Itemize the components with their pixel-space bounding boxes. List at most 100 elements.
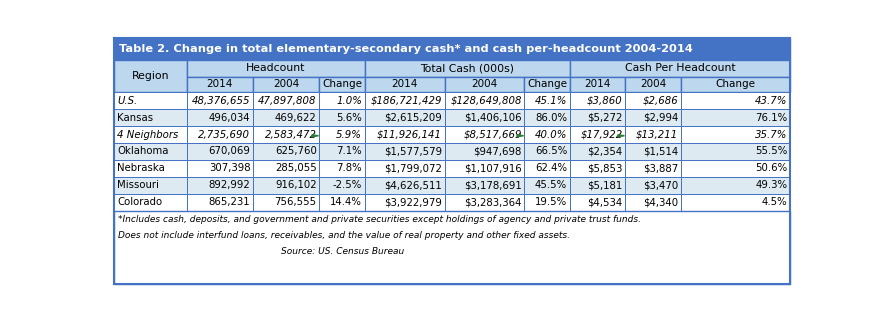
Text: Cash Per Headcount: Cash Per Headcount — [624, 63, 736, 73]
Bar — [253, 92, 319, 109]
Text: $1,514: $1,514 — [643, 146, 678, 157]
Bar — [445, 92, 525, 109]
Bar — [681, 77, 790, 92]
Bar — [681, 109, 790, 126]
Text: 2004: 2004 — [471, 79, 497, 90]
Text: 40.0%: 40.0% — [534, 130, 567, 139]
Text: $3,887: $3,887 — [643, 163, 678, 174]
Text: Table 2. Change in total elementary-secondary cash* and cash per-headcount 2004-: Table 2. Change in total elementary-seco… — [119, 44, 693, 54]
Text: 285,055: 285,055 — [275, 163, 317, 174]
Bar — [570, 77, 625, 92]
Bar — [445, 126, 525, 143]
Text: 35.7%: 35.7% — [755, 130, 788, 139]
Text: 496,034: 496,034 — [209, 113, 250, 122]
Text: $2,615,209: $2,615,209 — [384, 113, 442, 122]
Text: 307,398: 307,398 — [209, 163, 250, 174]
Bar — [365, 160, 445, 177]
Text: 7.1%: 7.1% — [336, 146, 362, 157]
Text: *Includes cash, deposits, and government and private securities except holdings : *Includes cash, deposits, and government… — [118, 215, 641, 224]
Text: 50.6%: 50.6% — [756, 163, 788, 174]
Text: 86.0%: 86.0% — [535, 113, 567, 122]
Bar — [187, 77, 253, 92]
Bar — [114, 143, 187, 160]
Bar — [114, 177, 187, 194]
Text: 45.5%: 45.5% — [534, 180, 567, 190]
Text: $1,799,072: $1,799,072 — [384, 163, 442, 174]
Text: $17,922: $17,922 — [580, 130, 623, 139]
Bar — [365, 92, 445, 109]
Text: 62.4%: 62.4% — [535, 163, 567, 174]
Text: 2,583,472: 2,583,472 — [265, 130, 317, 139]
Text: Change: Change — [322, 79, 362, 90]
Text: $4,626,511: $4,626,511 — [384, 180, 442, 190]
Bar — [625, 77, 681, 92]
Bar — [253, 77, 319, 92]
Bar — [625, 177, 681, 194]
Bar — [525, 177, 570, 194]
Bar — [445, 194, 525, 211]
Bar — [114, 160, 187, 177]
Text: Change: Change — [715, 79, 756, 90]
Bar — [365, 77, 445, 92]
Bar — [187, 126, 253, 143]
Text: $2,354: $2,354 — [587, 146, 623, 157]
Bar — [625, 194, 681, 211]
Bar — [570, 177, 625, 194]
Bar — [253, 194, 319, 211]
Bar — [681, 143, 790, 160]
Bar — [525, 77, 570, 92]
Text: 4.5%: 4.5% — [762, 197, 788, 207]
Text: 2014: 2014 — [206, 79, 233, 90]
Bar — [365, 143, 445, 160]
Bar — [681, 177, 790, 194]
Text: $5,853: $5,853 — [587, 163, 623, 174]
Text: $5,181: $5,181 — [587, 180, 623, 190]
Bar — [114, 194, 187, 211]
Text: Region: Region — [131, 71, 169, 81]
Bar — [570, 92, 625, 109]
Bar — [681, 194, 790, 211]
Polygon shape — [312, 135, 318, 137]
Text: $2,994: $2,994 — [643, 113, 678, 122]
Text: $186,721,429: $186,721,429 — [370, 96, 442, 106]
Text: Missouri: Missouri — [117, 180, 159, 190]
Bar — [319, 109, 365, 126]
Text: Oklahoma: Oklahoma — [117, 146, 168, 157]
Text: -2.5%: -2.5% — [333, 180, 362, 190]
Text: 66.5%: 66.5% — [534, 146, 567, 157]
Bar — [114, 60, 187, 92]
Bar — [625, 126, 681, 143]
Text: 2014: 2014 — [585, 79, 610, 90]
Bar — [187, 177, 253, 194]
Text: $3,178,691: $3,178,691 — [464, 180, 521, 190]
Text: 756,555: 756,555 — [274, 197, 317, 207]
Bar — [625, 109, 681, 126]
Bar — [253, 126, 319, 143]
Text: 47,897,808: 47,897,808 — [258, 96, 317, 106]
Text: 865,231: 865,231 — [209, 197, 250, 207]
Bar — [114, 126, 187, 143]
Bar — [525, 92, 570, 109]
Bar — [681, 126, 790, 143]
Text: $1,406,106: $1,406,106 — [464, 113, 521, 122]
Bar — [114, 92, 187, 109]
Text: 1.0%: 1.0% — [336, 96, 362, 106]
Bar — [445, 77, 525, 92]
Bar — [187, 160, 253, 177]
Text: 14.4%: 14.4% — [330, 197, 362, 207]
Bar — [319, 194, 365, 211]
Text: $13,211: $13,211 — [636, 130, 678, 139]
Text: $3,922,979: $3,922,979 — [384, 197, 442, 207]
Bar — [570, 194, 625, 211]
Text: 2014: 2014 — [392, 79, 418, 90]
Bar — [445, 177, 525, 194]
Bar — [253, 160, 319, 177]
Text: Does not include interfund loans, receivables, and the value of real property an: Does not include interfund loans, receiv… — [118, 231, 571, 240]
Bar — [681, 92, 790, 109]
Bar — [625, 160, 681, 177]
Bar — [114, 38, 790, 60]
Text: 670,069: 670,069 — [208, 146, 250, 157]
Bar — [570, 109, 625, 126]
Text: 7.8%: 7.8% — [336, 163, 362, 174]
Bar — [187, 60, 365, 77]
